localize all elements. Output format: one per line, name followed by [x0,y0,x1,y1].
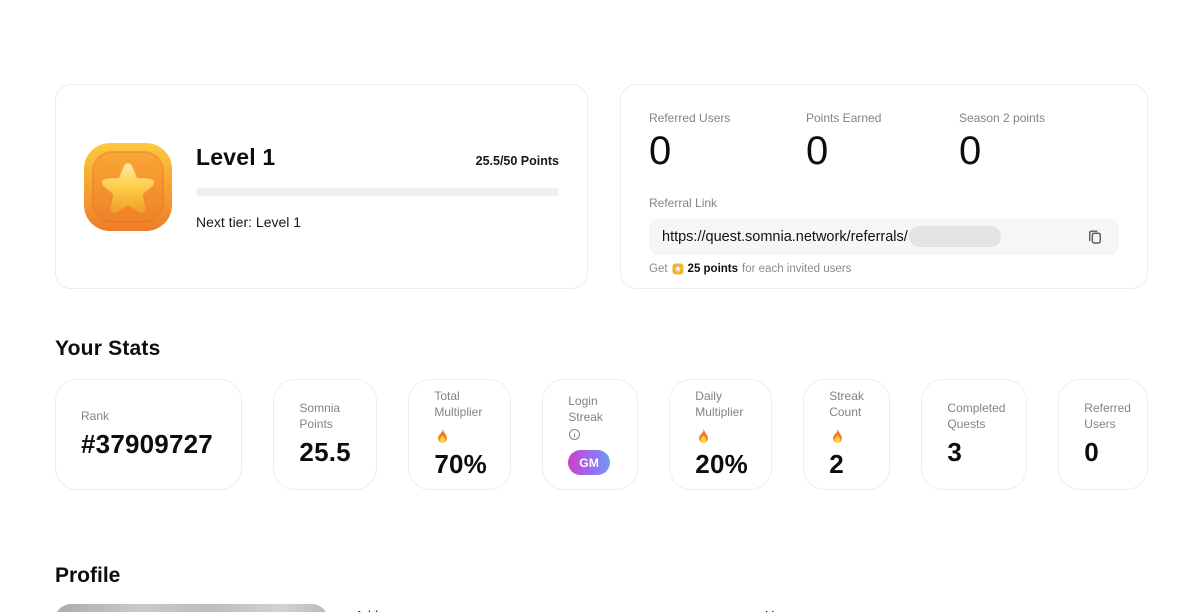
season2-points-value: 0 [959,129,982,173]
hint-prefix: Get [649,263,668,275]
stat-label: Streak Count [829,389,864,419]
gm-button[interactable]: GM [568,450,611,476]
stat-card-rank: Rank #37909727 [55,379,243,490]
referral-stat: Points Earned 0 [806,111,959,171]
referred-users-value: 0 [649,129,672,173]
stat-card-referred-users: Referred Users 0 [1058,379,1148,490]
flame-icon [699,427,709,443]
level-title: Level 1 [196,143,276,170]
referral-link-url: https://quest.somnia.network/referrals/ [662,228,908,245]
address-label: Address [355,608,403,612]
copy-icon [1089,229,1101,244]
stat-value: 25.5 [299,437,351,468]
stat-label: Somnia Points [299,400,341,431]
referral-link-label: Referral Link [649,196,718,210]
flame-icon [438,427,448,443]
stat-label: Completed Quests [947,400,1006,431]
stat-value: 3 [947,437,963,468]
hint-points: 25 points [687,263,739,275]
stat-label: Daily Multiplier [695,389,744,419]
referral-stat: Season 2 points 0 [959,111,1119,171]
stat-label: Total Multiplier [434,389,483,419]
referral-link-input[interactable]: https://quest.somnia.network/referrals/ [649,218,1119,255]
copy-link-button[interactable] [1084,226,1106,248]
info-icon[interactable] [568,428,581,441]
level-card: Level 1 25.5/50 Points Next tier: Level … [55,84,588,289]
next-tier-label: Next tier: Level 1 [196,213,302,230]
referral-card: Referred Users 0 Points Earned 0 Season … [620,84,1148,289]
stat-label: Rank [81,408,110,423]
referral-stat: Referred Users 0 [649,111,806,171]
level-body: Level 1 25.5/50 Points Next tier: Level … [196,144,559,230]
stats-row: Rank #37909727 Somnia Points 25.5 Total … [55,379,1148,490]
stat-value: 20% [695,448,748,479]
stat-value: 0 [1084,437,1099,468]
profile-heading: Profile [55,564,121,587]
stat-card-login-streak: Login Streak GM [542,379,639,490]
stat-value: #37909727 [81,429,213,460]
stat-card-streak-count: Streak Count 2 [803,379,891,490]
gold-star-coin-icon [672,263,684,275]
points-earned-value: 0 [806,129,829,173]
redacted-referral-code [908,226,1001,247]
stat-card-total-multiplier: Total Multiplier 70% [408,379,512,490]
referral-hint: Get 25 points for each invited users [649,263,1119,275]
stat-card-completed-quests: Completed Quests 3 [921,379,1028,490]
stat-value: 2 [829,448,844,479]
stat-label: Login Streak [568,393,603,424]
profile-row: Address Username [55,604,1148,612]
stat-value: 70% [434,448,487,479]
level-star-badge-icon [84,142,172,231]
your-stats-heading: Your Stats [55,337,161,360]
top-row: Level 1 25.5/50 Points Next tier: Level … [55,84,1148,289]
stat-card-somnia-points: Somnia Points 25.5 [273,379,378,490]
avatar [55,604,328,612]
stat-card-daily-multiplier: Daily Multiplier 20% [669,379,773,490]
points-earned-label: Points Earned [806,111,882,125]
username-label: Username [765,608,825,612]
flame-icon [833,427,843,443]
referral-stats: Referred Users 0 Points Earned 0 Season … [649,111,1119,171]
season2-points-label: Season 2 points [959,111,1046,125]
level-progress-bar [196,187,559,196]
stat-label: Referred Users [1084,400,1131,431]
level-points: 25.5/50 Points [475,153,559,168]
hint-suffix: for each invited users [742,263,852,275]
referred-users-label: Referred Users [649,111,731,125]
